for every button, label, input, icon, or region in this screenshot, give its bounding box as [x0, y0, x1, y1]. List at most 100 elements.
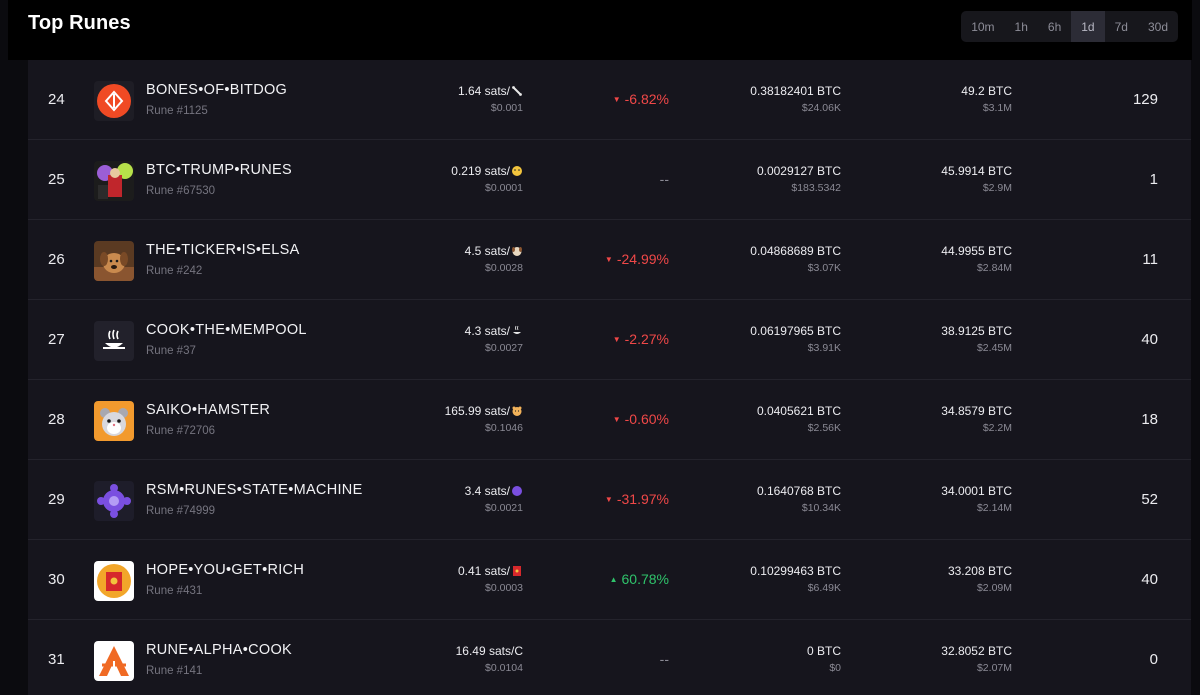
dog-emoji-icon: [512, 247, 522, 256]
change-percent: ▼ -31.97%: [604, 491, 669, 507]
market-cap-btc: 44.9955 BTC: [941, 244, 1012, 258]
sales-count: 0: [1149, 651, 1158, 668]
rune-id: Rune #72706: [146, 425, 216, 437]
down-arrow-icon: ▼: [612, 95, 621, 104]
price-usd: $0.0001: [485, 182, 523, 194]
price: 4.5 sats/: [465, 244, 523, 258]
rune-name[interactable]: BONES•OF•BITDOG: [146, 82, 288, 98]
price: 165.99 sats/: [445, 404, 523, 418]
market-cap-usd: $2.14M: [976, 502, 1012, 514]
down-arrow-icon: ▼: [612, 415, 621, 424]
table-row[interactable]: 25 BTC•TRUMP•RUNES Rune #67530 0.219 sat…: [28, 140, 1191, 220]
price-usd: $0.1046: [485, 422, 523, 434]
table-row[interactable]: 31 RUNE•ALPHA•COOK Rune #141 16.49 sats/…: [28, 620, 1191, 695]
volume-btc: 0.0029127 BTC: [756, 164, 841, 178]
bone-icon: [512, 86, 522, 96]
volume-btc: 0.04868689 BTC: [750, 244, 841, 258]
rsm-runes-state-machine-logo: [94, 481, 134, 521]
volume-usd: $3.07K: [807, 262, 841, 274]
rune-name[interactable]: HOPE•YOU•GET•RICH: [146, 562, 305, 578]
rune-id: Rune #67530: [146, 185, 216, 197]
market-cap-usd: $2.45M: [976, 342, 1012, 354]
rune-name[interactable]: BTC•TRUMP•RUNES: [146, 162, 292, 178]
rune-name[interactable]: SAIKO•HAMSTER: [146, 402, 271, 418]
sales-count: 11: [1142, 251, 1158, 268]
sales-count: 40: [1141, 331, 1158, 348]
price-usd: $0.0104: [485, 662, 523, 674]
price-usd: $0.0027: [485, 342, 523, 354]
rank: 30: [48, 571, 65, 588]
rune-name[interactable]: RUNE•ALPHA•COOK: [146, 642, 292, 658]
volume-usd: $3.91K: [807, 342, 841, 354]
rank: 31: [48, 651, 65, 668]
rune-id: Rune #1125: [146, 105, 208, 117]
volume-usd: $10.34K: [801, 502, 841, 514]
change-percent: --: [659, 171, 669, 187]
table-row[interactable]: 30 HOPE•YOU•GET•RICH Rune #431 0.41 sats…: [28, 540, 1191, 620]
volume-btc: 0.10299463 BTC: [750, 564, 841, 578]
price: 0.41 sats/: [458, 564, 523, 578]
pot-icon: [513, 325, 521, 334]
volume-usd: $0: [829, 662, 841, 674]
price-usd: $0.0021: [485, 502, 523, 514]
sales-count: 1: [1149, 171, 1158, 188]
change-percent: ▼ -0.60%: [612, 411, 669, 427]
market-cap-btc: 33.208 BTC: [947, 564, 1012, 578]
saiko-hamster-logo: [94, 401, 134, 441]
hamster-emoji-icon: [512, 406, 522, 416]
rune-id: Rune #242: [146, 265, 203, 277]
market-cap-btc: 49.2 BTC: [961, 84, 1012, 98]
market-cap-btc: 34.8579 BTC: [941, 404, 1012, 418]
red-envelope-icon: [513, 566, 521, 576]
market-cap-usd: $2.84M: [976, 262, 1012, 274]
price: 1.64 sats/: [458, 84, 523, 98]
timeframe-selector: 10m 1h 6h 1d 7d 30d: [961, 11, 1178, 42]
market-cap-usd: $2.9M: [982, 182, 1012, 194]
price: 4.3 sats/: [465, 324, 523, 338]
table-row[interactable]: 26 THE•TICKER•IS•ELSA Rune #242 4.5 sats…: [28, 220, 1191, 300]
table-row[interactable]: 29 RSM•RUNES•STATE•MACHINE Rune #74999 3…: [28, 460, 1191, 540]
volume-btc: 0.1640768 BTC: [756, 484, 841, 498]
market-cap-usd: $3.1M: [982, 102, 1012, 114]
rune-name[interactable]: RSM•RUNES•STATE•MACHINE: [146, 482, 363, 498]
volume-usd: $2.56K: [807, 422, 841, 434]
cook-the-mempool-logo: [94, 321, 134, 361]
timeframe-1d[interactable]: 1d: [1071, 11, 1105, 42]
timeframe-1h[interactable]: 1h: [1014, 19, 1028, 34]
rune-name[interactable]: THE•TICKER•IS•ELSA: [146, 242, 300, 258]
table-row[interactable]: 28 SAIKO•HAMSTER Rune #72706 165.99 sats…: [28, 380, 1191, 460]
header-bar: Top Runes 10m 1h 6h 1d 7d 30d: [8, 0, 1192, 60]
rune-alpha-cook-logo: [94, 641, 134, 681]
market-cap-btc: 45.9914 BTC: [941, 164, 1012, 178]
table-row[interactable]: 27 COOK•THE•MEMPOOL Rune #37 4.3 sats/ $…: [28, 300, 1191, 380]
rune-id: Rune #74999: [146, 505, 216, 517]
rune-name[interactable]: COOK•THE•MEMPOOL: [146, 322, 307, 338]
timeframe-6h[interactable]: 6h: [1047, 19, 1062, 34]
rank: 29: [48, 491, 65, 508]
rune-id: Rune #37: [146, 345, 196, 357]
price-usd: $0.0028: [485, 262, 523, 274]
timeframe-30d[interactable]: 30d: [1147, 19, 1168, 34]
sales-count: 52: [1141, 491, 1158, 508]
market-cap-usd: $2.2M: [982, 422, 1012, 434]
timeframe-7d[interactable]: 7d: [1114, 19, 1128, 34]
rank: 28: [48, 411, 65, 428]
sales-count: 18: [1141, 411, 1158, 428]
rank: 27: [48, 331, 65, 348]
price: 0.219 sats/: [451, 164, 523, 178]
volume-btc: 0.0405621 BTC: [756, 404, 841, 418]
market-cap-btc: 38.9125 BTC: [941, 324, 1012, 338]
price-usd: $0.0003: [485, 582, 523, 594]
volume-btc: 0.06197965 BTC: [750, 324, 841, 338]
rune-id: Rune #141: [146, 665, 203, 677]
volume-usd: $6.49K: [807, 582, 841, 594]
bones-of-bitdog-logo: [94, 81, 134, 121]
table-row[interactable]: 24 BONES•OF•BITDOG Rune #1125 1.64 sats/…: [28, 60, 1191, 140]
timeframe-10m[interactable]: 10m: [971, 19, 995, 34]
market-cap-usd: $2.07M: [976, 662, 1012, 674]
volume-usd: $24.06K: [801, 102, 841, 114]
change-percent: --: [659, 651, 669, 667]
volume-btc: 0 BTC: [806, 644, 841, 658]
price: 16.49 sats/C: [455, 644, 523, 658]
sales-count: 40: [1141, 571, 1158, 588]
